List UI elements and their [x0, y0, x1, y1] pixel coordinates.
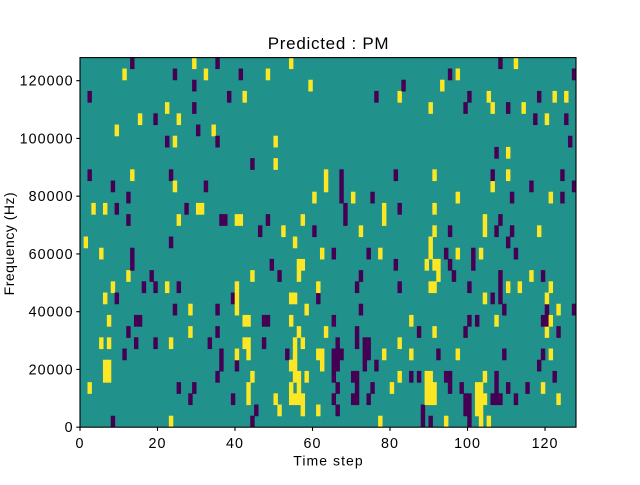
svg-text:20: 20 — [149, 436, 167, 452]
svg-text:Time step: Time step — [293, 453, 363, 469]
svg-text:20000: 20000 — [29, 362, 74, 378]
svg-text:60: 60 — [304, 436, 322, 452]
svg-text:Predicted : PM: Predicted : PM — [268, 34, 390, 53]
svg-text:80: 80 — [381, 436, 399, 452]
svg-text:0: 0 — [65, 420, 74, 436]
svg-text:120000: 120000 — [20, 74, 74, 90]
svg-text:120: 120 — [532, 436, 559, 452]
svg-text:40000: 40000 — [29, 305, 74, 321]
svg-text:Frequency (Hz): Frequency (Hz) — [1, 192, 17, 295]
svg-text:100: 100 — [454, 436, 481, 452]
svg-text:0: 0 — [76, 436, 85, 452]
svg-text:80000: 80000 — [29, 189, 74, 205]
svg-text:40: 40 — [226, 436, 244, 452]
svg-text:100000: 100000 — [20, 131, 74, 147]
svg-text:60000: 60000 — [29, 247, 74, 263]
